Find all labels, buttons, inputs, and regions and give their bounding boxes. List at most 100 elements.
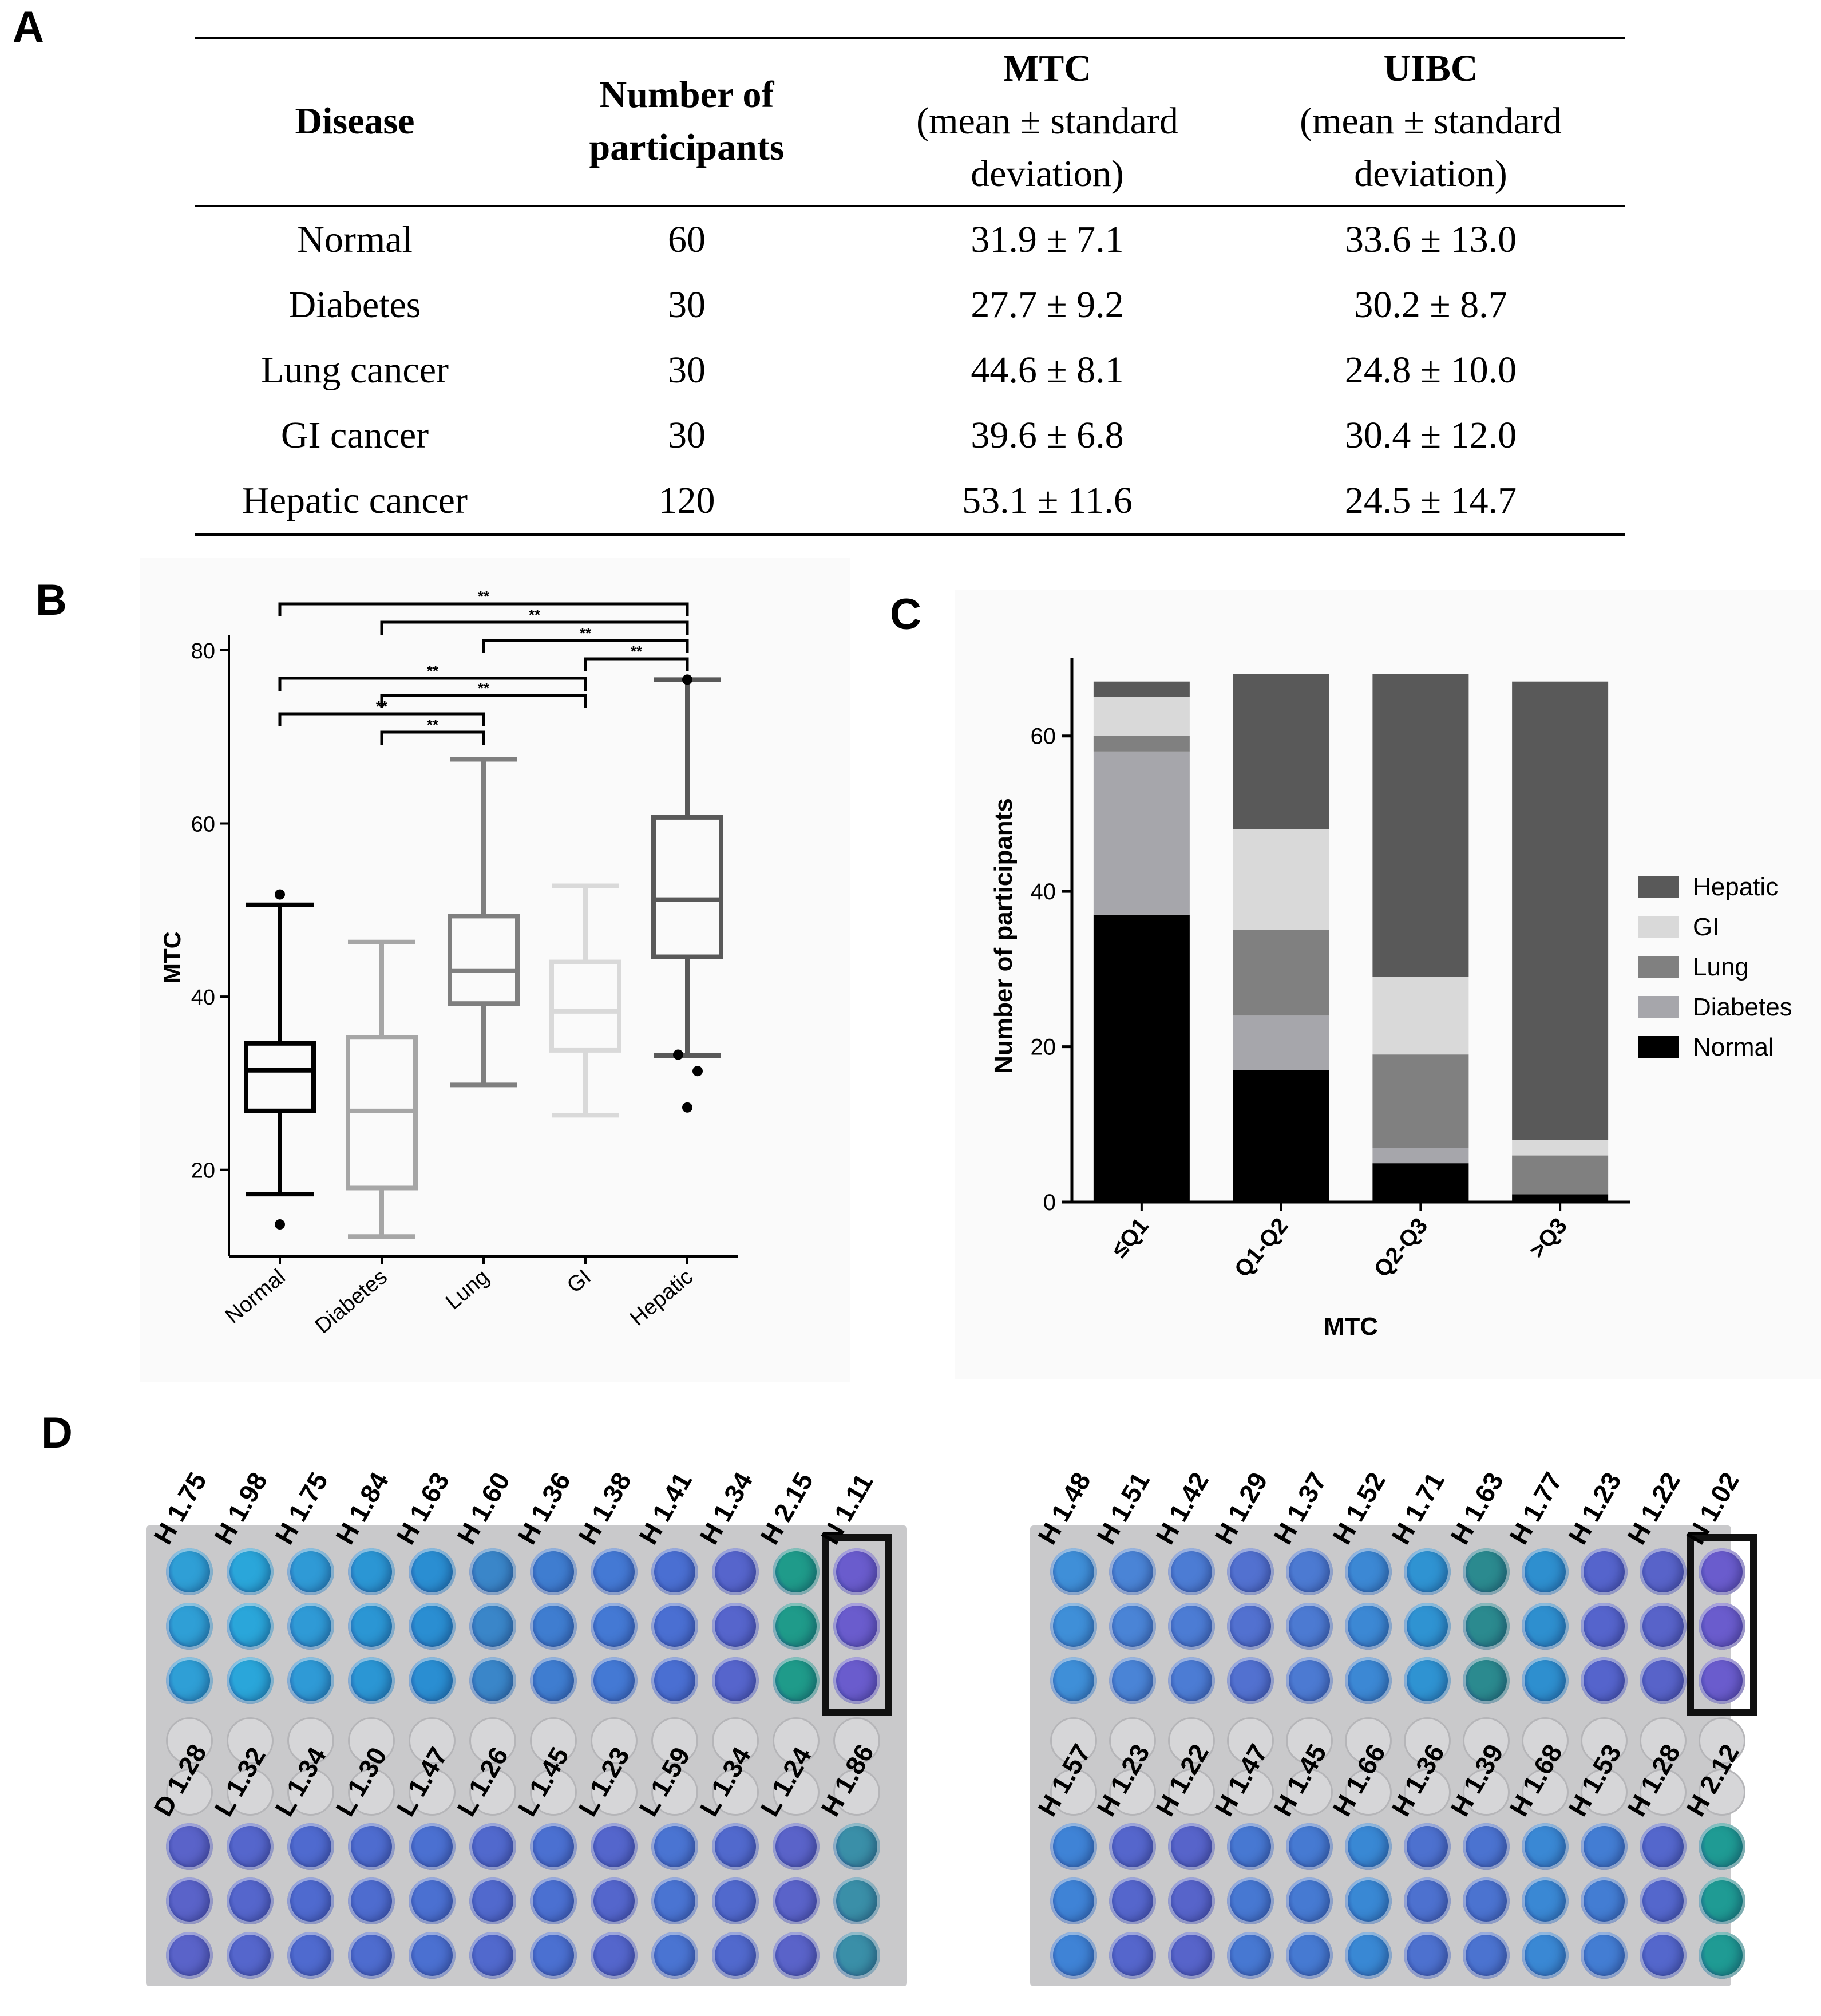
sample-well — [773, 1823, 820, 1870]
sample-well — [1404, 1548, 1451, 1595]
sample-well — [348, 1548, 395, 1595]
sample-well — [1404, 1877, 1451, 1924]
well-plate — [1030, 1525, 1745, 1986]
bar-segment-normal — [1372, 1163, 1469, 1202]
sample-well — [1286, 1877, 1333, 1924]
sample-well — [287, 1932, 334, 1979]
cell-mtc: 27.7 ± 9.2 — [971, 284, 1124, 326]
sample-well — [1345, 1657, 1392, 1704]
panel-label-d: D — [41, 1409, 73, 1457]
empty-well — [1522, 1769, 1569, 1816]
sample-well — [227, 1657, 274, 1704]
sample-well — [166, 1548, 213, 1595]
sample-well — [651, 1877, 698, 1924]
sample-well — [1463, 1823, 1510, 1870]
stacked-bar-panel: 0 20 40 60 Number of participants MTC ≤Q1 Q1-Q2… — [955, 590, 1821, 1379]
significance-bracket — [380, 620, 689, 635]
empty-well — [1109, 1769, 1156, 1816]
sample-well — [348, 1823, 395, 1870]
sample-well — [1699, 1603, 1745, 1650]
empty-well — [166, 1717, 213, 1764]
sample-well — [166, 1603, 213, 1650]
empty-well — [1640, 1717, 1687, 1764]
legend-label: Hepatic — [1693, 873, 1778, 901]
sample-well — [1699, 1657, 1745, 1704]
significance-bracket — [278, 712, 485, 726]
sample-well — [1522, 1548, 1569, 1595]
empty-well — [469, 1769, 516, 1816]
sample-well — [287, 1877, 334, 1924]
cell-participants: 30 — [668, 414, 706, 456]
sample-well — [1168, 1603, 1215, 1650]
sample-well — [833, 1877, 880, 1924]
y-axis-title: Number of participants — [989, 798, 1018, 1074]
empty-well — [1463, 1717, 1510, 1764]
cell-mtc: 39.6 ± 6.8 — [971, 414, 1124, 456]
significance-bracket — [278, 677, 587, 691]
significance-label: ** — [427, 716, 439, 733]
sample-well — [1699, 1932, 1745, 1979]
legend-swatch — [1638, 916, 1679, 938]
sample-well — [1286, 1657, 1333, 1704]
sample-well — [530, 1932, 577, 1979]
sample-well — [1168, 1548, 1215, 1595]
table-row: Hepatic cancer 120 53.1 ± 11.6 24.5 ± 14… — [195, 468, 1625, 536]
y-tick-label: 0 — [1043, 1190, 1056, 1215]
sample-well — [591, 1657, 638, 1704]
sample-well — [1050, 1877, 1097, 1924]
empty-well — [409, 1717, 456, 1764]
sample-well — [712, 1932, 759, 1979]
cell-disease: Normal — [297, 219, 413, 260]
sample-well — [227, 1603, 274, 1650]
boxplot-panel: 20 40 60 80 MTC Normal Diabetes Lung GI Hepatic **… — [140, 558, 850, 1382]
empty-well — [530, 1717, 577, 1764]
sample-well — [1227, 1657, 1274, 1704]
cell-uibc: 24.5 ± 14.7 — [1236, 468, 1625, 536]
box-iqr — [549, 959, 621, 1053]
bar-segment-hepatic — [1233, 674, 1329, 829]
table-row: Lung cancer 30 44.6 ± 8.1 24.8 ± 10.0 — [195, 338, 1625, 403]
x-tick-label: >Q3 — [1525, 1213, 1572, 1263]
sample-well — [1227, 1823, 1274, 1870]
sample-well — [1640, 1823, 1687, 1870]
sample-well — [1050, 1823, 1097, 1870]
sample-well — [530, 1548, 577, 1595]
empty-well — [1286, 1717, 1333, 1764]
sample-well — [1581, 1603, 1628, 1650]
sample-well — [712, 1548, 759, 1595]
sample-well — [1404, 1603, 1451, 1650]
x-tick-label: Lung — [441, 1265, 494, 1315]
box-outlier — [673, 1049, 683, 1060]
empty-well — [348, 1769, 395, 1816]
empty-well — [469, 1717, 516, 1764]
x-tick-label: Hepatic — [626, 1265, 698, 1331]
box-outlier — [692, 1066, 703, 1077]
significance-bracket — [482, 639, 689, 653]
bar-segment-normal — [1512, 1194, 1609, 1202]
box-iqr — [448, 914, 520, 1006]
sample-well — [1522, 1823, 1569, 1870]
bar-segment-normal — [1093, 914, 1190, 1202]
sample-well — [1109, 1603, 1156, 1650]
box-outlier — [275, 1219, 285, 1230]
empty-well — [1109, 1717, 1156, 1764]
empty-well — [1699, 1717, 1745, 1764]
empty-well — [1404, 1769, 1451, 1816]
sample-well — [1522, 1877, 1569, 1924]
cell-participants: 30 — [668, 349, 706, 391]
legend-swatch — [1638, 996, 1679, 1018]
sample-well — [591, 1932, 638, 1979]
summary-table: Disease Number of participants MTC (mean … — [195, 37, 1625, 536]
empty-well — [773, 1769, 820, 1816]
sample-well — [651, 1603, 698, 1650]
empty-well — [591, 1717, 638, 1764]
significance-label: ** — [631, 643, 643, 660]
sample-well — [1109, 1548, 1156, 1595]
empty-well — [1463, 1769, 1510, 1816]
sample-well — [833, 1548, 880, 1595]
header-uibc: UIBC (mean ± standard deviation) — [1236, 37, 1625, 207]
sample-well — [1227, 1603, 1274, 1650]
sample-well — [287, 1823, 334, 1870]
header-participants: Number of participants — [515, 37, 858, 207]
sample-well — [773, 1657, 820, 1704]
